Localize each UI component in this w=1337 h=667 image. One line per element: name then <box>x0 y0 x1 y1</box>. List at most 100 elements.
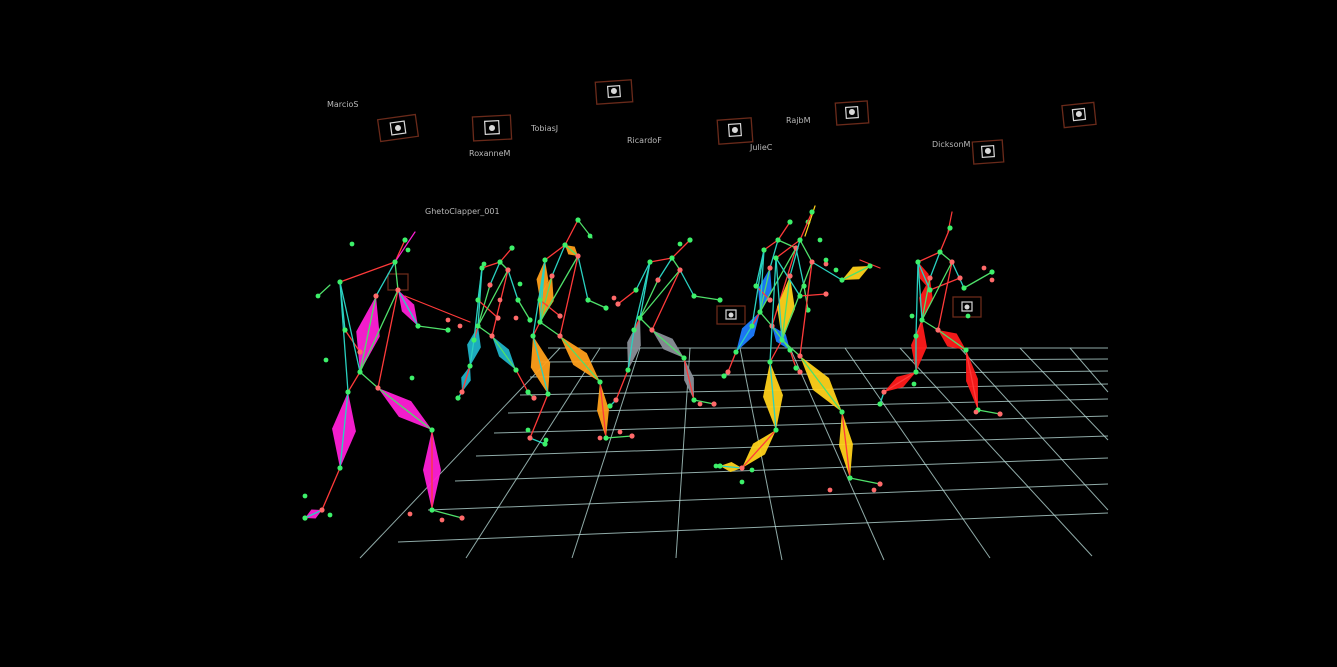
skeleton-bone <box>639 279 659 319</box>
segment-solid <box>467 326 481 366</box>
skeleton-bone <box>751 249 765 327</box>
skeleton-bone <box>671 239 691 259</box>
skeleton-bone <box>929 277 961 291</box>
marker-dot <box>319 507 325 513</box>
camera-dicksonm[interactable] <box>971 139 1005 165</box>
skeleton-bone <box>394 231 416 263</box>
performer-gray[interactable] <box>607 237 723 409</box>
marker-dot <box>530 333 536 339</box>
marker-dot <box>357 369 363 375</box>
marker-dot <box>349 241 355 247</box>
marker-dot <box>725 369 731 375</box>
marker-dot <box>527 317 533 323</box>
performer-teal[interactable] <box>455 245 537 401</box>
marker-dot <box>963 347 969 353</box>
skeleton-bone <box>377 387 433 431</box>
marker-dot <box>409 375 415 381</box>
marker-dot <box>823 257 829 263</box>
camera-label-juliec: JulieC <box>749 143 773 152</box>
marker-dot <box>739 479 745 485</box>
skeleton-bone <box>799 211 813 241</box>
marker-dot <box>302 493 308 499</box>
camera-embedded-mid[interactable] <box>716 305 746 325</box>
camera-juliec[interactable] <box>716 117 754 145</box>
marker-dot <box>871 487 877 493</box>
skeleton-bone <box>799 293 827 297</box>
marker-dot <box>749 323 755 329</box>
marker-dot <box>909 313 915 319</box>
marker-dot <box>767 359 773 365</box>
skeleton-bone <box>481 261 501 269</box>
skeleton-bone <box>937 329 967 351</box>
object-label-clapper: GhetoClapper_001 <box>425 207 500 216</box>
skeleton-bone <box>651 269 681 331</box>
marker-dot <box>557 313 563 319</box>
marker-dot <box>537 297 543 303</box>
skeleton-bone <box>649 257 673 263</box>
skeleton-bone <box>377 289 399 389</box>
skeleton-bone <box>977 409 1001 415</box>
skeleton-bone <box>489 261 501 286</box>
marker-dot <box>797 369 803 375</box>
skeleton-bone <box>639 317 653 331</box>
skeleton-bone <box>759 267 771 313</box>
skeleton-bone <box>769 257 777 363</box>
marker-dot <box>927 287 933 293</box>
marker-dot <box>817 237 823 243</box>
performer-magenta[interactable] <box>302 231 471 523</box>
skeleton-bone <box>461 365 471 393</box>
camera-far-right[interactable] <box>1061 101 1097 129</box>
marker-dot <box>405 247 411 253</box>
marker-dot <box>429 507 435 513</box>
marker-dot <box>357 349 363 355</box>
skeleton-bone <box>564 219 579 246</box>
skeleton-bone <box>539 259 546 323</box>
marker-dot <box>711 401 717 407</box>
marker-dot <box>373 293 379 299</box>
skeleton-bone <box>811 261 843 281</box>
skeleton-bone <box>417 325 449 331</box>
marker-dot <box>445 327 451 333</box>
camera-top-center[interactable] <box>594 79 634 105</box>
performer-yellow[interactable] <box>713 205 883 493</box>
marker-dot <box>927 275 933 281</box>
skeleton-bone <box>627 329 635 371</box>
marker-dot <box>557 333 563 339</box>
marker-dot <box>549 273 555 279</box>
marker-dot <box>787 273 793 279</box>
marker-dot <box>392 259 398 265</box>
marker-dot <box>407 511 413 517</box>
camera-roxannem[interactable] <box>471 114 513 142</box>
performer-orange[interactable] <box>525 217 635 447</box>
marker-dot <box>302 515 308 521</box>
marker-dot <box>327 512 333 518</box>
skeleton-bone <box>375 261 396 297</box>
skeleton-bone <box>651 329 685 359</box>
marker-dot <box>691 397 697 403</box>
marker-dot <box>637 315 643 321</box>
marker-dot <box>613 397 619 403</box>
marker-dot <box>617 429 623 435</box>
camera-label-rajbm: RajbM <box>786 116 811 125</box>
marker-dot <box>797 353 803 359</box>
skeleton-bone <box>507 269 519 301</box>
marker-dot <box>607 403 613 409</box>
camera-rajbm[interactable] <box>834 100 870 126</box>
skeleton-bone <box>915 319 923 337</box>
marker-dot <box>911 381 917 387</box>
marker-dot <box>603 305 609 311</box>
marker-dot <box>475 297 481 303</box>
marker-dot <box>527 435 533 441</box>
camera-marcios[interactable] <box>376 113 420 143</box>
grid-line <box>899 347 1093 557</box>
marker-dot <box>767 265 773 271</box>
skeleton-bone <box>477 269 509 327</box>
skeleton-bone <box>517 299 531 321</box>
marker-dot <box>603 435 609 441</box>
skeleton-bone <box>339 281 349 393</box>
performer-red[interactable] <box>877 211 1003 417</box>
skeleton-bone <box>841 411 851 479</box>
marker-dot <box>833 267 839 273</box>
camera-label-marcios: MarcioS <box>327 100 359 109</box>
